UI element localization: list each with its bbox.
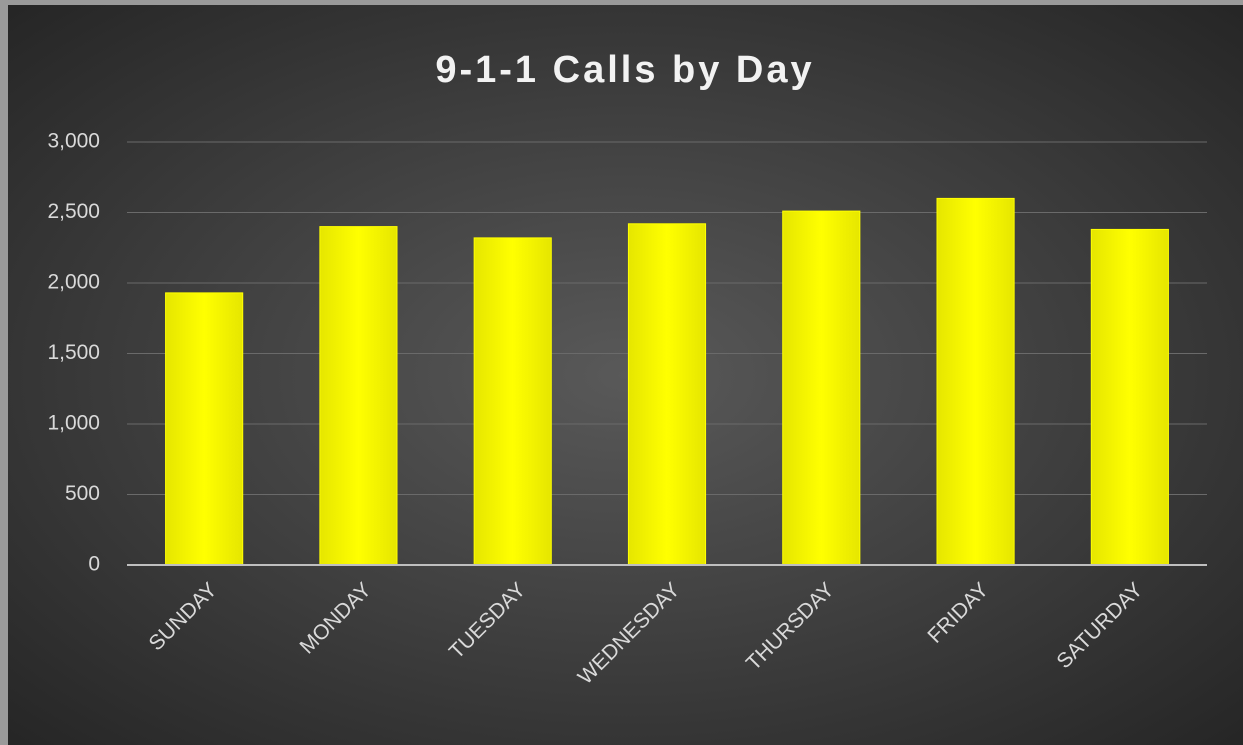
y-tick-label: 2,500 [47, 200, 100, 223]
bar [782, 210, 861, 566]
bar [165, 292, 244, 566]
bar [319, 226, 398, 566]
y-tick-label: 2,000 [47, 271, 100, 294]
y-tick-label: 1,000 [47, 412, 100, 435]
bar [1090, 228, 1169, 566]
bar [627, 223, 707, 566]
chart-title: 9-1-1 Calls by Day [435, 49, 814, 91]
bar [936, 197, 1015, 566]
bar [473, 237, 552, 566]
y-tick-label: 500 [65, 482, 100, 505]
y-tick-label: 3,000 [47, 130, 100, 153]
y-tick-label: 0 [88, 553, 100, 576]
y-tick-label: 1,500 [47, 341, 100, 364]
